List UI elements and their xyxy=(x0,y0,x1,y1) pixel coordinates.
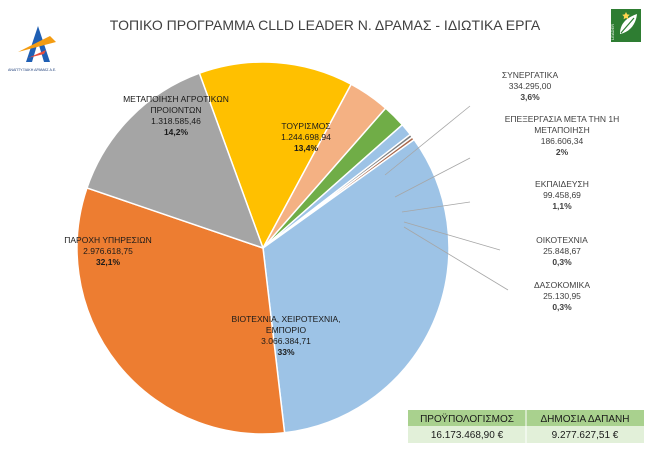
slice-percent-text: 14,2% xyxy=(164,127,189,137)
pie-slice-τουρισμος xyxy=(198,61,353,250)
right-logo: LEADER xyxy=(610,9,641,42)
slice-percent-text: 2% xyxy=(556,147,569,157)
slice-value-text: 1.244.698,94 xyxy=(281,132,331,142)
leader-line-epexergasia xyxy=(394,157,471,198)
pie-chart xyxy=(76,61,450,435)
summary-table: ΠΡΟΫΠΟΛΟΓΙΣΜΟΣ ΔΗΜΟΣΙΑ ΔΑΠΑΝΗ 16.173.468… xyxy=(408,410,644,443)
summary-budget-label: ΠΡΟΫΠΟΛΟΓΙΣΜΟΣ xyxy=(420,413,514,425)
slice-category-text: ΠΡΟΙΟΝΤΩΝ xyxy=(150,105,201,115)
slice-percent-text: 33% xyxy=(277,347,294,357)
slice-percent-text: 1,1% xyxy=(552,201,572,211)
slice-label-βιοτεχνια-χειροτεχνια: ΒΙΟΤΕΧΝΙΑ, ΧΕΙΡΟΤΕΧΝΙΑ,ΕΜΠΟΡΙΟ3.066.384,… xyxy=(231,314,340,357)
slice-value-text: 25.130,95 xyxy=(543,291,581,301)
page-title: ΤΟΠΙΚΟ ΠΡΟΓΡΑΜΜΑ CLLD LEADER Ν. ΔΡΑΜΑΣ -… xyxy=(110,17,541,33)
slice-category-text: ΜΕΤΑΠΟΙΗΣΗ xyxy=(534,125,590,135)
leader-leaf-logo-icon xyxy=(620,12,637,34)
slice-value-text: 2.976.618,75 xyxy=(83,246,133,256)
slice-percent-text: 32,1% xyxy=(96,257,121,267)
left-logo-text: ΑΝΑΠΤΥΞΙΑΚΗ ΔΡΑΜΑΣ Α.Ε. xyxy=(8,68,56,72)
slice-category-text: ΕΚΠΑΙΔΕΥΣΗ xyxy=(535,179,589,189)
summary-budget-value: 16.173.468,90 € xyxy=(431,430,504,441)
slice-percent-text: 0,3% xyxy=(552,257,572,267)
leader-line-oikotexnia xyxy=(403,221,501,251)
slice-category-text: ΕΜΠΟΡΙΟ xyxy=(266,325,307,335)
pie-slice-μεταποιηση-αγροτικων xyxy=(86,72,265,250)
callout-leaders xyxy=(384,105,509,291)
slice-category-text: ΠΑΡΟΧΗ ΥΠΗΡΕΣΙΩΝ xyxy=(64,235,152,245)
right-logo-text: LEADER xyxy=(610,24,615,40)
slice-percent-text: 0,3% xyxy=(552,302,572,312)
leader-line-synergatika xyxy=(384,105,471,176)
slice-percent-text: 3,6% xyxy=(520,92,540,102)
slice-category-text: ΣΥΝΕΡΓΑΤΙΚΑ xyxy=(502,70,559,80)
pie-slice-βιοτεχνια-χειροτεχνια xyxy=(262,138,450,434)
leader-line-ekpaideysi xyxy=(401,201,471,213)
left-logo: ΑΝΑΠΤΥΞΙΑΚΗ ΔΡΑΜΑΣ Α.Ε. xyxy=(8,26,56,72)
slice-value-text: 334.295,00 xyxy=(509,81,552,91)
slice-value-text: 1.318.585,46 xyxy=(151,116,201,126)
slice-value-text: 3.066.384,71 xyxy=(261,336,311,346)
slice-category-text: ΜΕΤΑΠΟΙΗΣΗ ΑΓΡΟΤΙΚΩΝ xyxy=(123,94,229,104)
slice-value-text: 99.458,69 xyxy=(543,190,581,200)
slice-category-text: ΕΠΕΞΕΡΓΑΣΙΑ ΜΕΤΑ ΤΗΝ 1Η xyxy=(505,114,620,124)
pie-slice-παροχη-υπηρεσιων xyxy=(76,186,286,435)
arrow-a-logo-icon xyxy=(18,26,56,62)
slice-label-μεταποιηση-αγροτικων: ΜΕΤΑΠΟΙΗΣΗ ΑΓΡΟΤΙΚΩΝΠΡΟΙΟΝΤΩΝ1.318.585,4… xyxy=(123,94,229,137)
slice-value-text: 25.848,67 xyxy=(543,246,581,256)
leader-line-dasokomika xyxy=(403,226,509,291)
summary-public-value: 9.277.627,51 € xyxy=(552,430,619,441)
summary-public-label: ΔΗΜΟΣΙΑ ΔΑΠΑΝΗ xyxy=(541,414,630,425)
slice-value-text: 186.606,34 xyxy=(541,136,584,146)
slice-category-text: ΤΟΥΡΙΣΜΟΣ xyxy=(281,121,330,131)
slice-percent-text: 13,4% xyxy=(294,143,319,153)
slice-category-text: ΟΙΚΟΤΕΧΝΙΑ xyxy=(536,235,588,245)
slice-label-επεξεργασια-μετα-την-1η: ΕΠΕΞΕΡΓΑΣΙΑ ΜΕΤΑ ΤΗΝ 1ΗΜΕΤΑΠΟΙΗΣΗ186.606… xyxy=(505,114,620,157)
slice-category-text: ΔΑΣΟΚΟΜΙΚΑ xyxy=(534,280,590,290)
slice-category-text: ΒΙΟΤΕΧΝΙΑ, ΧΕΙΡΟΤΕΧΝΙΑ, xyxy=(231,314,340,324)
